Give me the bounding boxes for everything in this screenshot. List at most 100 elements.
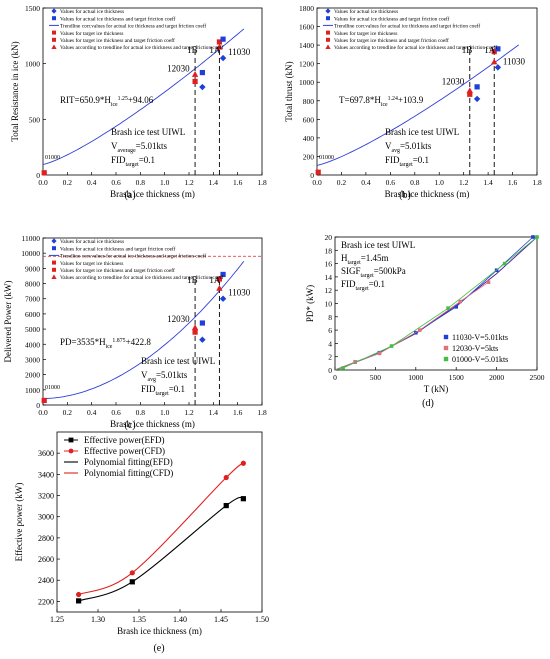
legend-marker [52, 30, 56, 35]
data-point [223, 502, 229, 509]
annotation-title: Brash ice test UIWL [111, 127, 185, 137]
y-tick-label: 18 [325, 246, 333, 255]
x-tick-label: 0.0 [312, 178, 322, 187]
x-tick-label: 1.4 [209, 408, 219, 417]
data-point [76, 598, 82, 604]
y-tick-label: 1000 [25, 386, 40, 395]
y-tick-label: 3000 [25, 355, 40, 364]
annotation-title: Brash ice test UIWL [341, 240, 415, 250]
x-tick-label: 1.2 [184, 178, 194, 187]
y-tick-label: 1000 [25, 60, 40, 69]
y-tick-label: 4000 [25, 340, 40, 349]
legend-entry: Trendline corr.values for actual ice thi… [60, 253, 206, 260]
label-1b: 1B [187, 45, 198, 55]
series-point [418, 328, 422, 332]
y-tick-label: 3000 [38, 513, 54, 522]
x-axis-label: T (kN) [424, 384, 449, 394]
y-tick-label: 0 [36, 171, 40, 180]
data-point [41, 397, 47, 404]
legend-entry: Trendline corr.values for actual ice thi… [334, 23, 480, 30]
annotation-fid: FIDtarget=0.1 [111, 155, 155, 168]
legend-entry: Values for actual ice thickness [334, 8, 398, 15]
x-tick-label: 1.2 [459, 178, 469, 187]
x-tick-label: 1.6 [233, 408, 243, 417]
label-1a: 1A [484, 45, 496, 55]
data-point [240, 460, 246, 466]
x-tick-label: 1500 [449, 373, 464, 382]
y-tick-label: 1800 [299, 4, 314, 13]
y-tick-label: 1000 [299, 78, 314, 87]
y-tick-label: 4 [328, 339, 332, 348]
y-tick-label: 800 [303, 97, 315, 106]
data-point [220, 36, 226, 42]
legend-entry: 12030-V=5kts [452, 344, 498, 353]
legend-marker [325, 44, 331, 49]
legend-marker [52, 246, 56, 251]
legend-entry: Polynomial fitting(CFD) [84, 468, 173, 478]
data-point [219, 295, 227, 302]
legend-entry: 11030-V=5.01kts [452, 333, 508, 342]
data-point [191, 71, 199, 77]
x-tick-label: 1.30 [91, 615, 105, 624]
trend-equation: T=697.8*Hice1.24+103.9 [339, 95, 424, 108]
label-1b: 1B [187, 275, 198, 285]
annotation-speed: Vavg=5.01kts [141, 370, 188, 383]
y-axis-label: Delivered Power (kW) [3, 281, 13, 363]
legend-entry: Values for target ice thickness and targ… [334, 37, 449, 44]
data-point [199, 336, 206, 343]
y-axis-label: Total thrust (kN) [284, 61, 294, 121]
data-point [466, 87, 473, 94]
label-11030: 11030 [503, 56, 526, 66]
data-point [192, 329, 198, 335]
legend-entry: Values according to trendline for actual… [334, 44, 497, 51]
x-tick-label: 1.6 [233, 178, 243, 187]
data-point [41, 170, 47, 176]
annotation-speed: Vavg=5.01kts [385, 141, 432, 154]
annotation-speed: Vaverage=5.01kts [111, 141, 167, 154]
x-tick-label: 1.4 [209, 178, 219, 187]
plot-frame [42, 237, 263, 406]
series-point [458, 299, 463, 304]
legend-entry: Values for target ice thickness and targ… [60, 37, 175, 44]
trend-equation: RIT=650.9*Hice1.25+94.06 [60, 95, 154, 108]
x-tick-label: 0.2 [337, 178, 347, 187]
x-tick-label: 1.45 [214, 615, 228, 624]
series-point [446, 306, 450, 310]
y-tick-label: 8 [328, 313, 332, 322]
legend-marker [326, 30, 330, 35]
x-tick-label: 500 [370, 373, 382, 382]
y-tick-label: 11000 [22, 234, 41, 243]
y-tick-label: 7000 [25, 295, 40, 304]
x-tick-label: 1.0 [160, 408, 170, 417]
y-tick-label: 20 [325, 233, 333, 242]
annotation-title: Brash ice test UIWL [385, 127, 459, 137]
x-axis-label: Brash ice thickness (m) [110, 189, 195, 199]
legend-marker [52, 16, 56, 21]
legend-marker [51, 44, 57, 49]
y-tick-label: 3400 [38, 470, 54, 479]
data-point [216, 284, 223, 291]
legend-marker [325, 8, 331, 14]
polynomial-fit-curve [78, 496, 244, 602]
y-axis-label: PD* (kW) [305, 285, 315, 322]
legend-marker [443, 334, 449, 340]
x-tick-label: 1.0 [435, 178, 445, 187]
plot-frame [42, 7, 263, 176]
annotation-fid: FIDtarget=0.1 [385, 155, 429, 168]
x-tick-label: 0 [333, 373, 337, 382]
x-axis-label: Brash ice thickness (m) [385, 189, 470, 199]
data-point [494, 64, 502, 71]
legend-entry: Values for actual ice thickness [60, 238, 124, 245]
y-tick-label: 2800 [38, 534, 54, 543]
data-point [240, 496, 246, 502]
legend-entry: Values for actual ice thickness [60, 8, 124, 15]
y-tick-label: 1600 [299, 23, 314, 32]
x-tick-label: 0.4 [87, 408, 97, 417]
y-tick-label: 2400 [38, 576, 54, 585]
x-tick-label: 1000 [408, 373, 423, 382]
legend-marker [51, 8, 57, 14]
annotation-h: Htarget=1.45m [341, 253, 389, 266]
series-point [535, 235, 539, 239]
x-tick-label: 1.6 [508, 178, 518, 187]
